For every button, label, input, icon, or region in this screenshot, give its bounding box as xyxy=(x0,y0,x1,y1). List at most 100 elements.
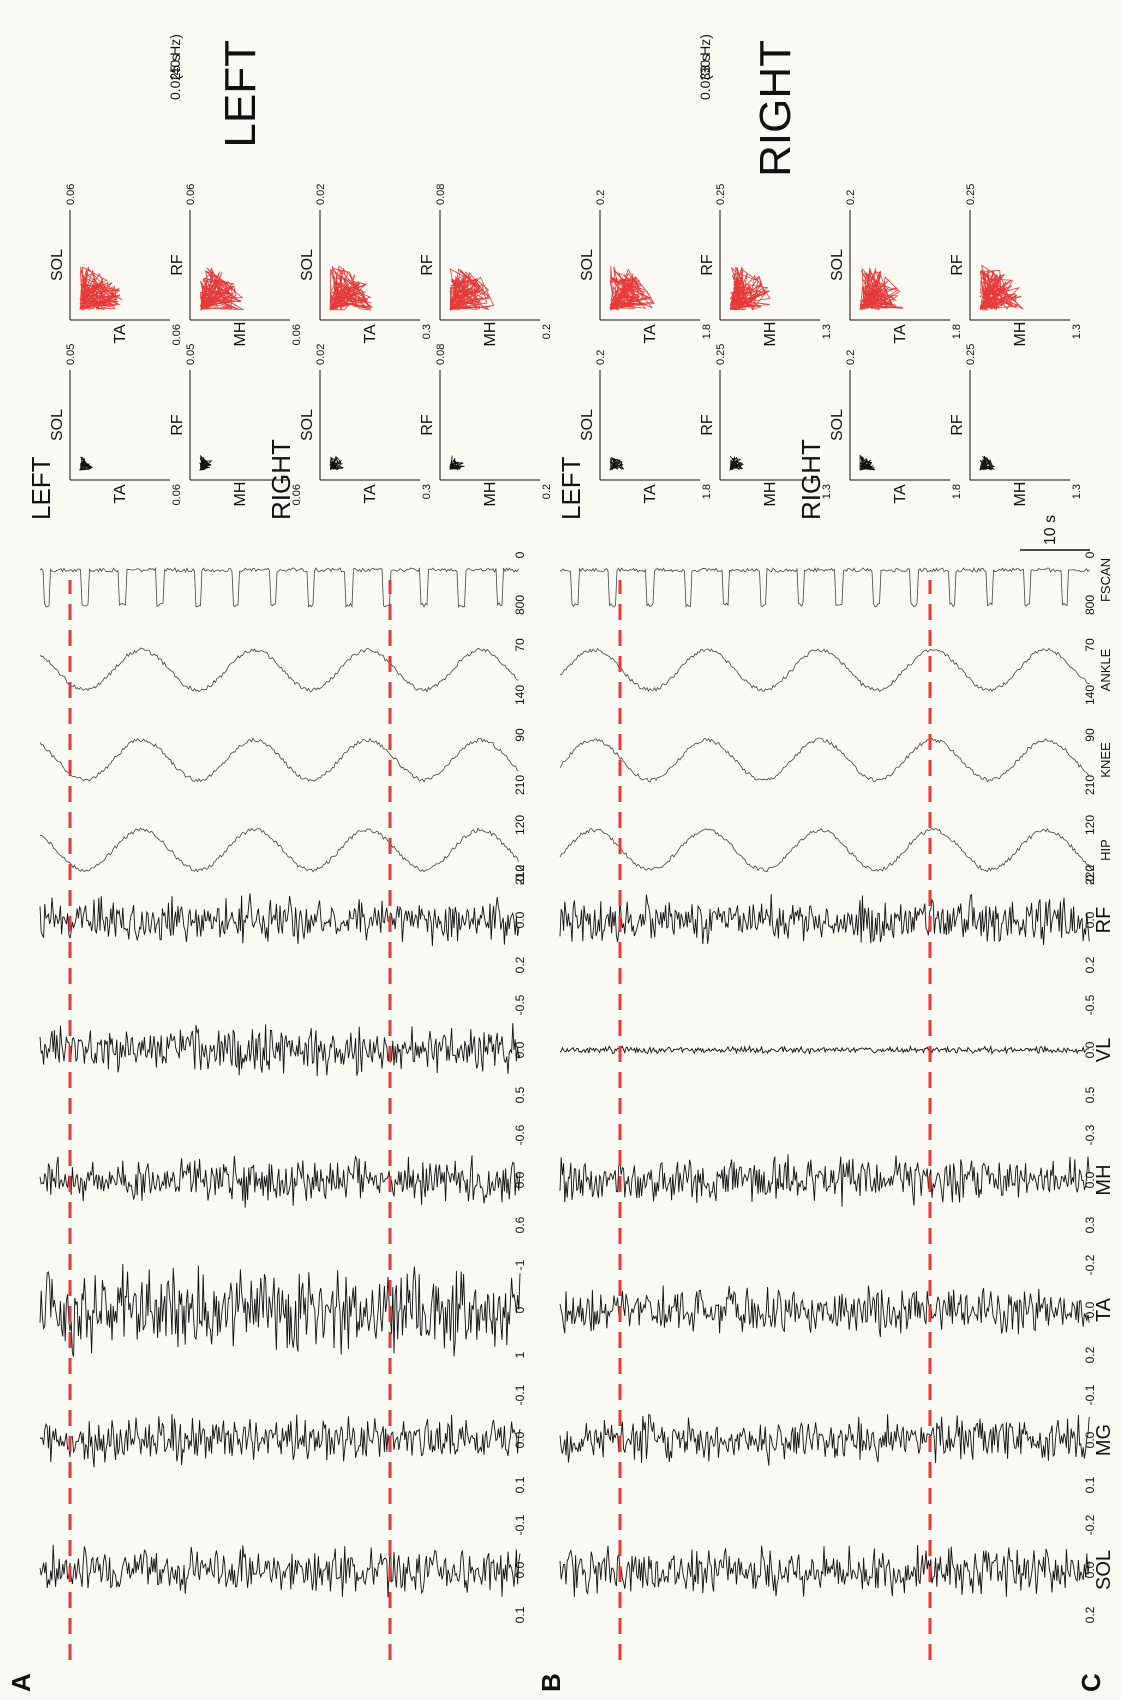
tick-label: 210 xyxy=(1083,775,1097,795)
panel-label-c: C xyxy=(1076,1673,1106,1692)
axis-label-rf: RF xyxy=(699,414,716,436)
kin-label-ankle: ANKLE xyxy=(1098,648,1113,691)
tick-label: -0.6 xyxy=(513,1124,527,1145)
baseline-loop xyxy=(609,457,625,471)
panel-b-stim-period: 0.025 s xyxy=(167,54,183,100)
stim-loop xyxy=(449,268,495,311)
axis-max: 1.3 xyxy=(821,484,833,499)
channel-label-sol: SOL xyxy=(1093,1550,1115,1590)
tick-label: 0.0 xyxy=(1083,1171,1097,1188)
emg-trace-mg xyxy=(39,1414,521,1468)
axis-max: 0.06 xyxy=(171,324,183,345)
tick-label: -0.2 xyxy=(1083,864,1097,885)
tick-label: -0.2 xyxy=(1083,1514,1097,1535)
axis-max: 0.08 xyxy=(435,344,447,365)
baseline-loop xyxy=(979,455,996,471)
axis-max: 0.08 xyxy=(435,184,447,205)
tick-label: 0.3 xyxy=(1083,1216,1097,1233)
emg-trace-ta xyxy=(559,1285,1090,1338)
axis-label-ta: TA xyxy=(642,324,659,344)
tick-label: 0.1 xyxy=(1083,1476,1097,1493)
tick-label: 0 xyxy=(513,551,527,558)
axis-label-sol: SOL xyxy=(829,249,846,281)
tick-label: 0.5 xyxy=(513,1086,527,1103)
tick-label: -1 xyxy=(513,1259,527,1270)
axis-max: 0.3 xyxy=(421,484,433,499)
kin-label-hip: HIP xyxy=(1098,839,1113,861)
tick-label: 140 xyxy=(1083,685,1097,705)
tick-label: 0.0 xyxy=(513,1561,527,1578)
stim-loop xyxy=(979,264,1024,311)
panel-label-b: B xyxy=(536,1673,566,1692)
panel-b-side-left: LEFT xyxy=(26,456,56,520)
tick-label: 0.6 xyxy=(513,1216,527,1233)
tick-label: 0.0 xyxy=(513,911,527,928)
panel-a: A B C LEFT RIGHT SOL 0.1 0.0 -0.1 0.2 0.0 -0.2 MG 0.1… xyxy=(6,40,1115,1692)
panel-b-stim-freq: (40 Hz) xyxy=(167,34,183,80)
side-label-right: RIGHT xyxy=(751,40,800,177)
axis-label-mh: MH xyxy=(232,322,249,347)
axis-label-sol: SOL xyxy=(49,409,66,441)
axis-label-ta: TA xyxy=(892,484,909,504)
emg-trace-mh xyxy=(559,1154,1090,1207)
tick-label: 210 xyxy=(513,865,527,885)
axis-label-ta: TA xyxy=(362,484,379,504)
tick-label: 0.2 xyxy=(513,956,527,973)
tick-label: 0.5 xyxy=(1083,1086,1097,1103)
axis-label-mh: MH xyxy=(482,482,499,507)
axis-label-rf: RF xyxy=(169,254,186,276)
axis-max: 0.06 xyxy=(185,184,197,205)
axis-label-mh: MH xyxy=(232,482,249,507)
tick-label: -0.3 xyxy=(1083,1124,1097,1145)
tick-label: 800 xyxy=(513,595,527,615)
axis-max: 0.2 xyxy=(845,350,857,365)
panel-b: LEFT RIGHT0.050.06SOLTA0.060.06SOLTA0.050… xyxy=(26,34,553,520)
baseline-loop xyxy=(199,455,213,471)
baseline-loop xyxy=(78,456,93,471)
axis-max: 0.05 xyxy=(65,344,77,365)
axis-max: 0.06 xyxy=(291,324,303,345)
emg-trace-mg xyxy=(559,1413,1090,1466)
axis-max: 1.8 xyxy=(701,324,713,339)
axis-max: 0.2 xyxy=(595,350,607,365)
panel-label-a: A xyxy=(6,1673,36,1692)
tick-label: 90 xyxy=(1083,728,1097,742)
stim-loop xyxy=(329,265,373,312)
axis-max: 0.25 xyxy=(965,344,977,365)
axis-label-sol: SOL xyxy=(829,409,846,441)
tick-label: 0.0 xyxy=(1083,911,1097,928)
baseline-loop xyxy=(729,455,744,471)
axis-label-ta: TA xyxy=(362,324,379,344)
kin-label-fscan: FSCAN xyxy=(1098,558,1113,602)
kin-trace-ankle xyxy=(39,647,519,693)
stim-loop xyxy=(199,267,245,311)
panel-c-side-left: LEFT xyxy=(556,456,586,520)
axis-label-ta: TA xyxy=(642,484,659,504)
axis-label-sol: SOL xyxy=(579,409,596,441)
axis-max: 0.25 xyxy=(715,344,727,365)
tick-label: 0 xyxy=(513,1306,527,1313)
axis-max: 0.02 xyxy=(315,184,327,205)
tick-label: 0.1 xyxy=(513,1606,527,1623)
tick-label: -0.5 xyxy=(1083,994,1097,1015)
axis-label-sol: SOL xyxy=(49,249,66,281)
emg-trace-vl xyxy=(559,1044,1090,1055)
tick-label: 140 xyxy=(513,685,527,705)
panel-c: LEFT RIGHT 0.2 1.8 SOL TA 0.2 1.8 SOL TA 0.25 1.3 RF… xyxy=(556,34,1083,520)
stim-loop xyxy=(859,267,903,311)
scale-bar-label: 10 s xyxy=(1042,515,1059,545)
axis-max: 0.2 xyxy=(541,484,553,499)
tick-label: 0.0 xyxy=(1083,1301,1097,1318)
axis-max: 0.2 xyxy=(541,324,553,339)
axis-max: 0.06 xyxy=(291,484,303,505)
stim-loop xyxy=(729,266,771,311)
channel-label-rf: RF xyxy=(1093,907,1115,934)
channel-label-mh: MH xyxy=(1093,1164,1115,1195)
axis-max: 0.05 xyxy=(185,344,197,365)
axis-max: 1.3 xyxy=(1071,484,1083,499)
axis-label-ta: TA xyxy=(112,324,129,344)
panel-c-stim-period: 0.033 s xyxy=(697,54,713,100)
baseline-loop xyxy=(859,454,876,471)
kin-trace-ankle xyxy=(559,647,1090,693)
